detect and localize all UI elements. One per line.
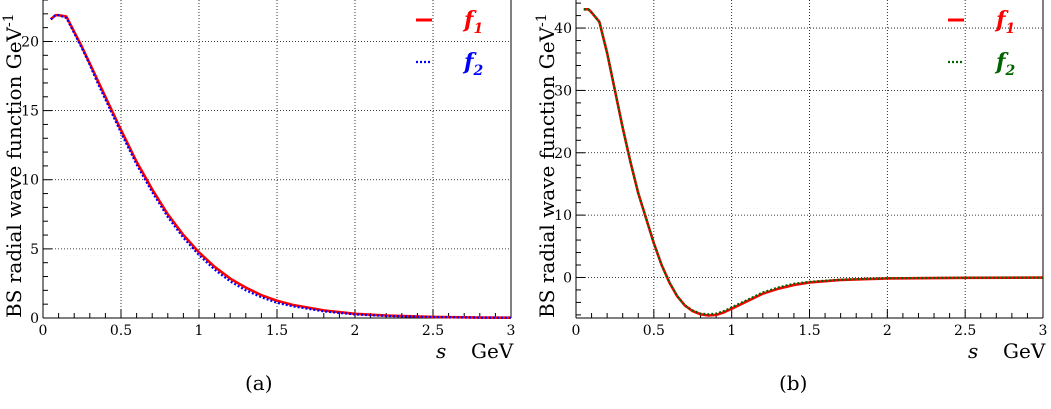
x-tick-label: 2 <box>351 323 360 339</box>
caption-b: (b) <box>779 371 808 395</box>
x-tick-label: 2 <box>883 323 892 339</box>
y-tick-label: 0 <box>563 270 572 286</box>
x-tick-label: 1.5 <box>798 323 820 339</box>
x-axis-unit: GeV <box>471 339 514 360</box>
y-tick-label: 20 <box>554 146 572 162</box>
grid <box>576 0 1044 318</box>
y-tick-label: 5 <box>30 242 39 258</box>
legend-label-f2: f2 <box>994 49 1015 79</box>
legend-label-f2: f2 <box>462 49 483 79</box>
y-axis-title: BS radial wave function GeV-1 <box>1 13 26 318</box>
x-axis-title: s <box>968 339 978 360</box>
x-tick-label: 0.5 <box>643 323 665 339</box>
x-tick-label: 3 <box>1039 323 1048 339</box>
x-tick-label: 1 <box>195 323 204 339</box>
legend-label-subscript: 1 <box>1005 21 1015 37</box>
x-axis-title: s <box>436 339 446 360</box>
y-tick-label: 10 <box>554 208 572 224</box>
y-axis-title-superscript: -1 <box>1 13 17 27</box>
legend-label-f1: f1 <box>462 7 483 37</box>
legend-label-subscript: 2 <box>1004 63 1015 79</box>
x-tick-label: 0 <box>39 323 48 339</box>
y-tick-label: 30 <box>554 83 572 99</box>
series-line-f2 <box>50 14 512 319</box>
legend-label-f1: f1 <box>994 7 1015 37</box>
x-tick-label: 1.5 <box>266 323 288 339</box>
x-tick-label: 2.5 <box>954 323 976 339</box>
y-axis-title-superscript: -1 <box>534 13 550 27</box>
y-tick-label: 40 <box>554 21 572 37</box>
legend-label-subscript: 2 <box>472 63 483 79</box>
x-tick-label: 1 <box>727 323 736 339</box>
caption-a: (a) <box>245 371 273 395</box>
chart-panel-b: 0 0.5 1 1.5 2 2.5 3 0 10 20 30 40 BS radial wave fun… <box>526 0 1051 409</box>
series-line-f2 <box>583 8 1044 316</box>
y-tick-label: 0 <box>30 311 39 327</box>
y-tick-label: 10 <box>21 173 39 189</box>
series-line-f1 <box>583 8 1044 317</box>
series-line-f1 <box>49 13 512 320</box>
grid <box>43 0 512 319</box>
x-tick-label: 2.5 <box>422 323 444 339</box>
x-tick-label: 0 <box>572 323 581 339</box>
chart-panel-a: 0 0.5 1 1.5 2 2.5 3 0 5 10 15 20 BS radial wave func… <box>0 0 525 409</box>
legend-label-subscript: 1 <box>473 21 483 37</box>
y-axis-title: BS radial wave function GeV-1 <box>534 13 559 318</box>
x-tick-label: 0.5 <box>110 323 132 339</box>
x-axis-unit: GeV <box>1003 339 1046 360</box>
y-tick-label: 20 <box>21 34 39 50</box>
x-tick-label: 3 <box>507 323 516 339</box>
y-tick-label: 15 <box>21 104 39 120</box>
